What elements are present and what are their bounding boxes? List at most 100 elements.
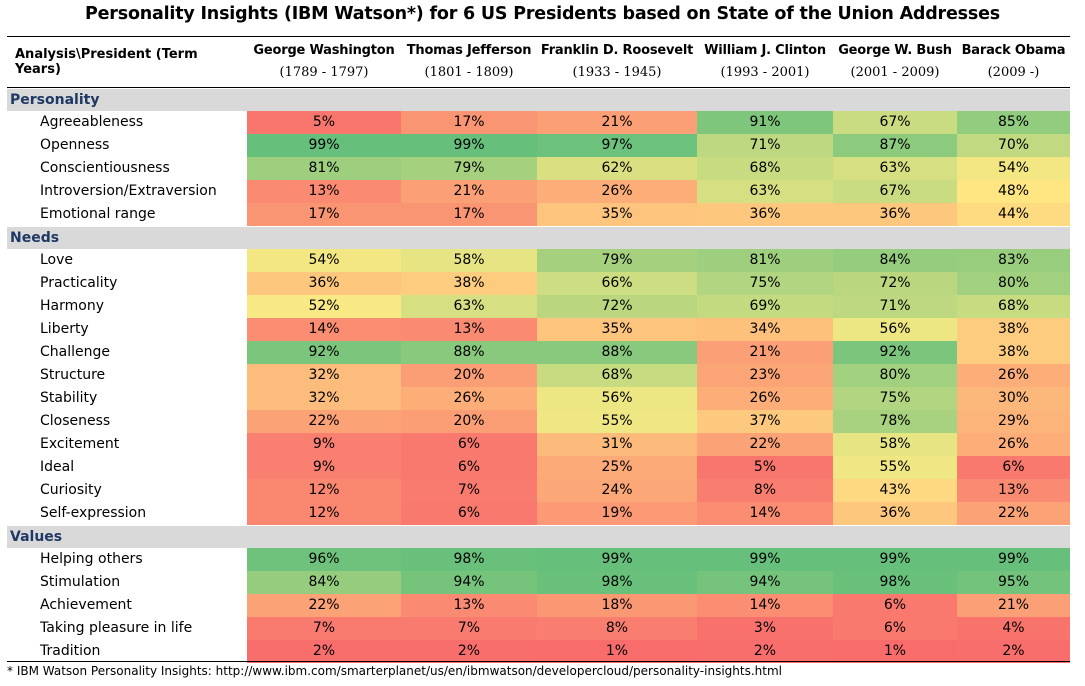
row-label: Structure	[7, 364, 247, 387]
row-label: Excitement	[7, 433, 247, 456]
row-label: Harmony	[7, 295, 247, 318]
heatmap-cell: 99%	[833, 548, 957, 571]
heatmap-cell: 52%	[247, 295, 401, 318]
row-label: Love	[7, 249, 247, 272]
heatmap-cell: 63%	[697, 180, 833, 203]
chart-title: Personality Insights (IBM Watson*) for 6…	[85, 4, 1000, 24]
heatmap-cell: 13%	[401, 594, 537, 617]
table-row: Practicality 36% 38% 66% 75% 72% 80%	[7, 272, 1070, 295]
row-label: Liberty	[7, 318, 247, 341]
heatmap-cell: 25%	[537, 456, 697, 479]
table-row: Structure 32% 20% 68% 23% 80% 26%	[7, 364, 1070, 387]
heatmap-cell: 22%	[247, 410, 401, 433]
heatmap-cell: 54%	[247, 249, 401, 272]
heatmap-cell: 17%	[401, 111, 537, 134]
table-row: Self-expression 12% 6% 19% 14% 36% 22%	[7, 502, 1070, 525]
heatmap-cell: 58%	[833, 433, 957, 456]
heatmap-cell: 35%	[537, 318, 697, 341]
header-row: Analysis\President (Term Years) George W…	[7, 37, 1070, 88]
heatmap-cell: 18%	[537, 594, 697, 617]
section-header-personality: Personality	[7, 88, 1070, 111]
heatmap-cell: 75%	[697, 272, 833, 295]
heatmap-cell: 84%	[247, 571, 401, 594]
heatmap-cell: 8%	[537, 617, 697, 640]
heatmap-cell: 78%	[833, 410, 957, 433]
table-row: Conscientiousness 81% 79% 62% 68% 63% 54%	[7, 157, 1070, 180]
heatmap-cell: 6%	[957, 456, 1070, 479]
heatmap-cell: 71%	[697, 134, 833, 157]
heatmap-cell: 38%	[957, 318, 1070, 341]
heatmap-cell: 26%	[957, 364, 1070, 387]
heatmap-cell: 68%	[537, 364, 697, 387]
heatmap-cell: 98%	[833, 571, 957, 594]
table-row: Achievement 22% 13% 18% 14% 6% 21%	[7, 594, 1070, 617]
column-header-george-washington: George Washington (1789 - 1797)	[247, 37, 401, 87]
table-row: Ideal 9% 6% 25% 5% 55% 6%	[7, 456, 1070, 479]
row-label: Tradition	[7, 640, 247, 663]
table-row: Openness 99% 99% 97% 71% 87% 70%	[7, 134, 1070, 157]
president-name: Franklin D. Roosevelt	[540, 43, 694, 58]
heatmap-cell: 99%	[537, 548, 697, 571]
heatmap-cell: 32%	[247, 387, 401, 410]
column-header-william-j-clinton: William J. Clinton (1993 - 2001)	[697, 37, 833, 87]
heatmap-cell: 22%	[697, 433, 833, 456]
heatmap-cell: 72%	[833, 272, 957, 295]
heatmap-cell: 70%	[957, 134, 1070, 157]
heatmap-cell: 2%	[247, 640, 401, 663]
heatmap-cell: 44%	[957, 203, 1070, 226]
heatmap-cell: 9%	[247, 433, 401, 456]
term-years: (1801 - 1809)	[424, 65, 514, 80]
heatmap-cell: 43%	[833, 479, 957, 502]
table-row: Agreeableness 5% 17% 21% 91% 67% 85%	[7, 111, 1070, 134]
heatmap-cell: 4%	[957, 617, 1070, 640]
heatmap-cell: 81%	[247, 157, 401, 180]
heatmap-cell: 48%	[957, 180, 1070, 203]
heatmap-cell: 22%	[247, 594, 401, 617]
heatmap-cell: 88%	[401, 341, 537, 364]
heatmap-cell: 92%	[833, 341, 957, 364]
heatmap-cell: 14%	[247, 318, 401, 341]
term-years: (1993 - 2001)	[720, 65, 810, 80]
table-row: Tradition 2% 2% 1% 2% 1% 2%	[7, 640, 1070, 663]
heatmap-cell: 1%	[833, 640, 957, 663]
table-row: Helping others 96% 98% 99% 99% 99% 99%	[7, 548, 1070, 571]
row-label: Ideal	[7, 456, 247, 479]
heatmap-cell: 6%	[401, 433, 537, 456]
heatmap-cell: 26%	[401, 387, 537, 410]
heatmap-cell: 84%	[833, 249, 957, 272]
row-label: Stability	[7, 387, 247, 410]
table-row: Introversion/Extraversion 13% 21% 26% 63% 67%…	[7, 180, 1070, 203]
row-label: Emotional range	[7, 203, 247, 226]
heatmap-cell: 24%	[537, 479, 697, 502]
heatmap-cell: 12%	[247, 502, 401, 525]
heatmap-cell: 66%	[537, 272, 697, 295]
heatmap-cell: 35%	[537, 203, 697, 226]
section-header-values: Values	[7, 525, 1070, 548]
president-name: Barack Obama	[961, 43, 1066, 58]
heatmap-cell: 63%	[833, 157, 957, 180]
heatmap-cell: 26%	[957, 433, 1070, 456]
heatmap-cell: 2%	[401, 640, 537, 663]
table-row: Emotional range 17% 17% 35% 36% 36% 44%	[7, 203, 1070, 226]
heatmap-cell: 87%	[833, 134, 957, 157]
heatmap-cell: 14%	[697, 502, 833, 525]
heatmap-cell: 14%	[697, 594, 833, 617]
heatmap-table: Analysis\President (Term Years) George W…	[7, 36, 1070, 663]
heatmap-cell: 38%	[957, 341, 1070, 364]
row-label: Achievement	[7, 594, 247, 617]
heatmap-cell: 67%	[833, 111, 957, 134]
heatmap-cell: 97%	[537, 134, 697, 157]
heatmap-cell: 72%	[537, 295, 697, 318]
heatmap-cell: 63%	[401, 295, 537, 318]
heatmap-cell: 95%	[957, 571, 1070, 594]
heatmap-cell: 80%	[833, 364, 957, 387]
heatmap-cell: 20%	[401, 410, 537, 433]
heatmap-cell: 7%	[401, 617, 537, 640]
term-years: (2009 -)	[987, 65, 1040, 80]
heatmap-cell: 9%	[247, 456, 401, 479]
heatmap-cell: 94%	[697, 571, 833, 594]
heatmap-cell: 88%	[537, 341, 697, 364]
heatmap-cell: 17%	[247, 203, 401, 226]
heatmap-cell: 80%	[957, 272, 1070, 295]
heatmap-cell: 56%	[833, 318, 957, 341]
